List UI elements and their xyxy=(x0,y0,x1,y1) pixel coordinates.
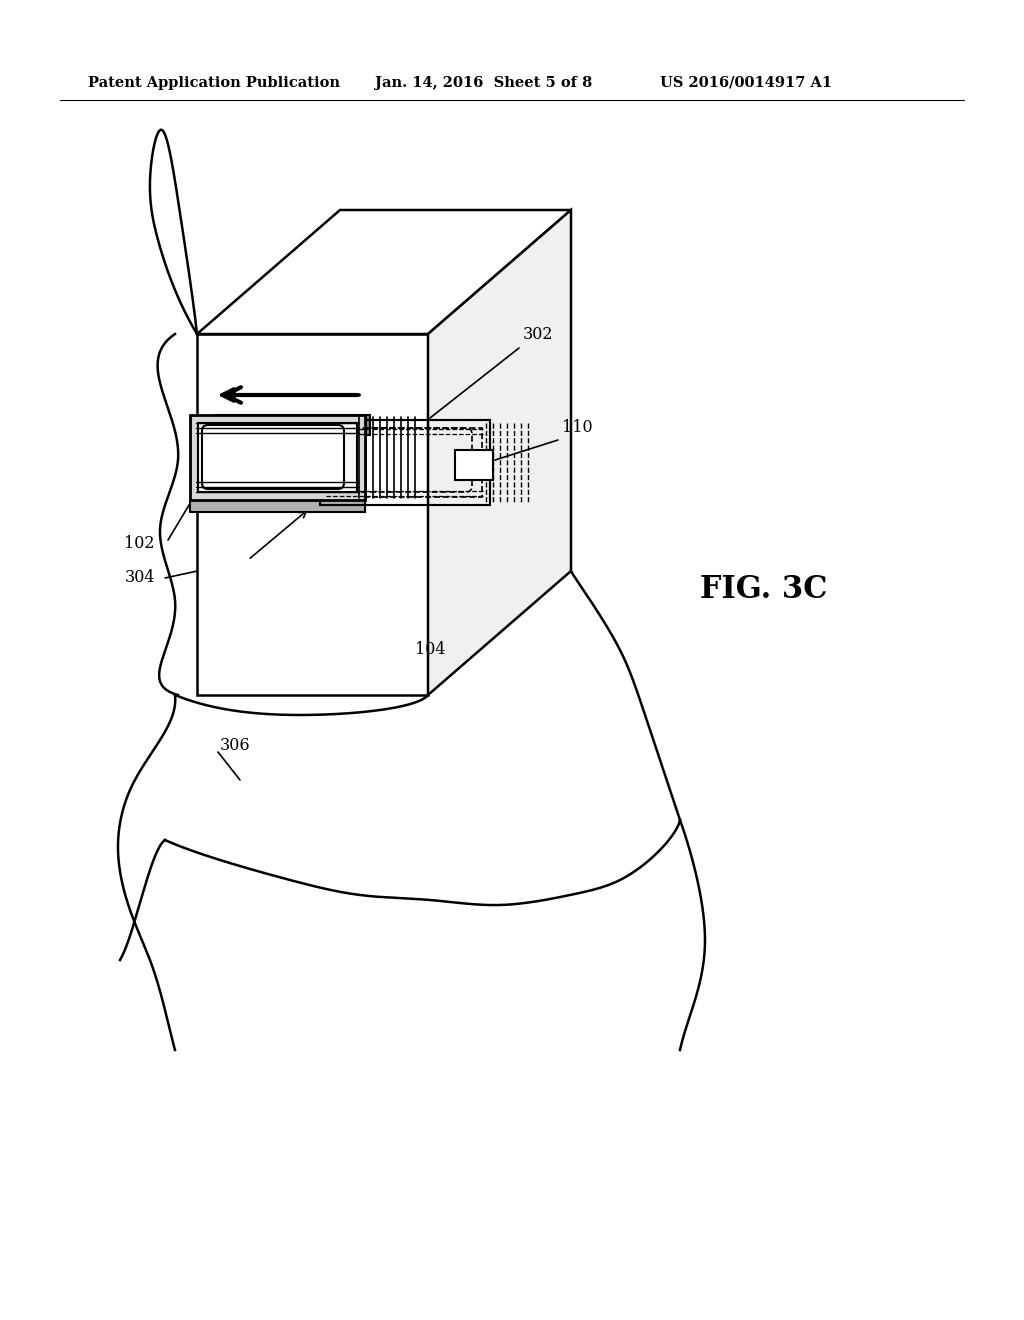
Polygon shape xyxy=(197,210,571,334)
Text: 104: 104 xyxy=(415,642,445,659)
Polygon shape xyxy=(198,422,357,492)
Polygon shape xyxy=(190,500,365,512)
Text: 110: 110 xyxy=(562,418,593,436)
Polygon shape xyxy=(197,334,428,696)
Polygon shape xyxy=(190,414,365,500)
Polygon shape xyxy=(215,414,370,436)
Text: FIG. 3C: FIG. 3C xyxy=(700,574,827,606)
Polygon shape xyxy=(428,210,571,696)
Bar xyxy=(455,450,493,480)
Text: 102: 102 xyxy=(125,535,155,552)
Text: Jan. 14, 2016  Sheet 5 of 8: Jan. 14, 2016 Sheet 5 of 8 xyxy=(375,77,592,90)
Text: Patent Application Publication: Patent Application Publication xyxy=(88,77,340,90)
Text: 304: 304 xyxy=(125,569,155,586)
Text: US 2016/0014917 A1: US 2016/0014917 A1 xyxy=(660,77,833,90)
FancyBboxPatch shape xyxy=(202,425,344,488)
Text: 302: 302 xyxy=(523,326,554,343)
Text: 306: 306 xyxy=(220,737,251,754)
